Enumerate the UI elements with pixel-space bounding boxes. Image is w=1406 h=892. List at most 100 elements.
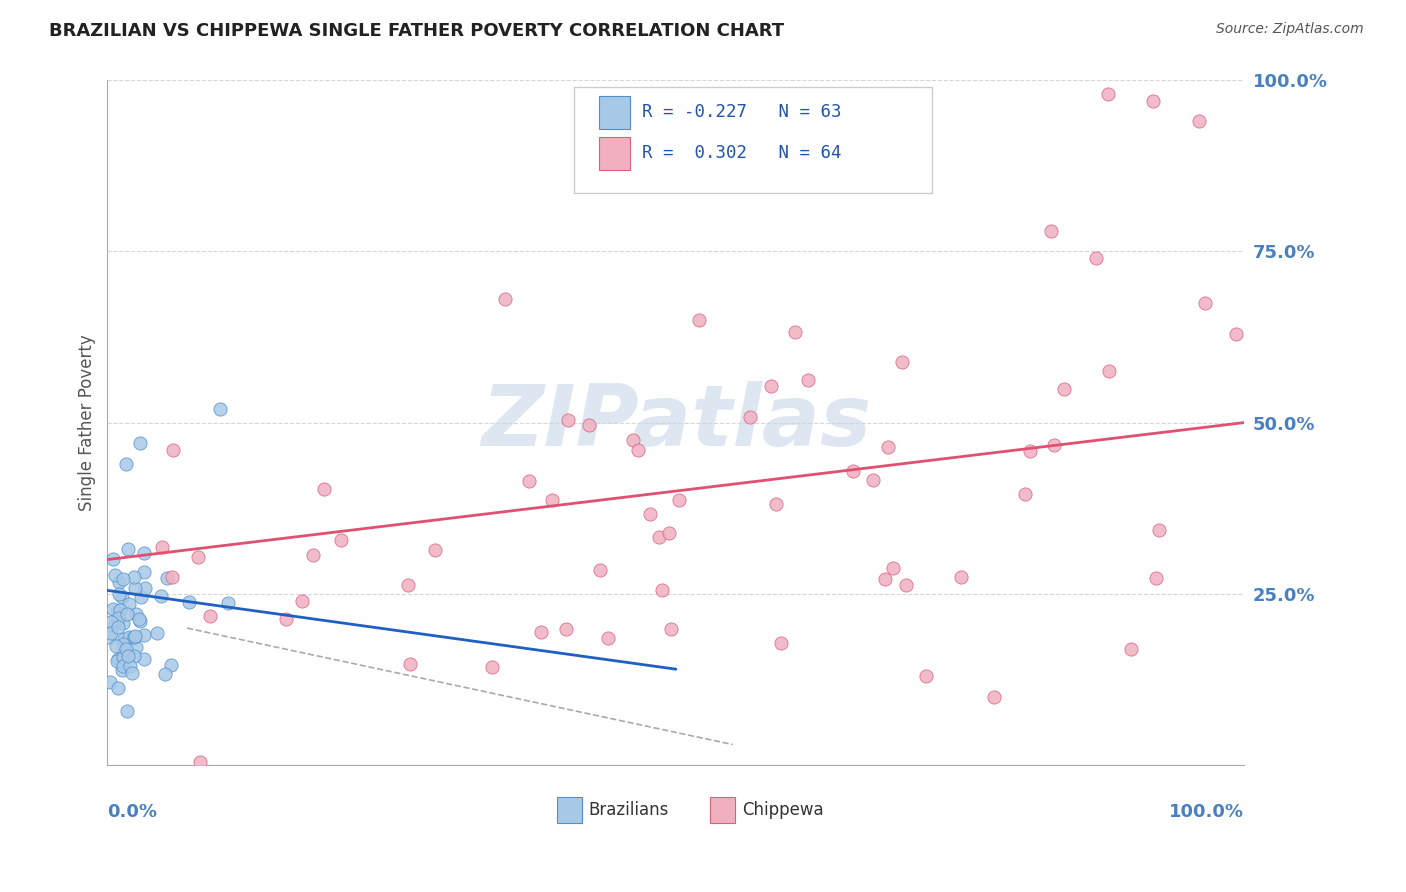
Point <box>688 312 710 326</box>
Point <box>124 570 146 584</box>
Point <box>179 594 201 608</box>
Point <box>627 443 650 458</box>
Point <box>494 292 516 306</box>
Point <box>423 543 446 558</box>
Point <box>129 436 152 450</box>
Point <box>1194 296 1216 310</box>
Point <box>1043 438 1066 452</box>
Point <box>658 526 681 541</box>
Point <box>105 605 128 619</box>
Point <box>98 630 121 644</box>
Point <box>882 561 904 575</box>
Point <box>132 566 155 580</box>
Point <box>104 617 127 632</box>
Point <box>578 417 600 432</box>
Point <box>108 587 131 601</box>
Point <box>150 540 173 554</box>
Point <box>1040 224 1063 238</box>
Point <box>589 563 612 577</box>
Point <box>124 581 146 595</box>
Point <box>105 654 128 668</box>
Point <box>1053 382 1076 396</box>
Point <box>862 473 884 487</box>
Point <box>1098 363 1121 377</box>
Point <box>1142 94 1164 108</box>
Point <box>873 572 896 586</box>
Point <box>659 623 682 637</box>
Point <box>108 574 131 589</box>
Point <box>146 626 169 640</box>
Point <box>101 602 124 616</box>
Point <box>915 669 938 683</box>
Point <box>108 603 131 617</box>
Point <box>530 625 553 640</box>
Point <box>122 630 145 644</box>
Point <box>1147 523 1170 537</box>
Point <box>111 663 134 677</box>
Point <box>117 542 139 557</box>
Point <box>155 571 177 585</box>
FancyBboxPatch shape <box>574 87 932 193</box>
Point <box>1119 641 1142 656</box>
Point <box>517 474 540 488</box>
Point <box>1018 444 1040 458</box>
Point <box>648 530 671 544</box>
Point <box>115 641 138 656</box>
Point <box>112 615 135 630</box>
Point <box>112 632 135 646</box>
Point <box>217 596 239 610</box>
Point <box>117 648 139 663</box>
Point <box>1144 571 1167 585</box>
Point <box>134 582 156 596</box>
Point <box>668 493 690 508</box>
Point <box>162 442 184 457</box>
Point <box>110 590 132 604</box>
Point <box>398 657 420 671</box>
Point <box>118 630 141 644</box>
Point <box>132 652 155 666</box>
Point <box>557 413 579 427</box>
Point <box>132 627 155 641</box>
Point <box>160 658 183 673</box>
Point <box>129 591 152 605</box>
Text: R =  0.302   N = 64: R = 0.302 N = 64 <box>641 145 841 162</box>
Point <box>274 612 297 626</box>
Point <box>118 659 141 673</box>
Point <box>1225 327 1247 342</box>
Point <box>188 756 211 770</box>
Point <box>160 570 183 584</box>
Point <box>1084 251 1107 265</box>
Point <box>481 660 503 674</box>
Point <box>111 659 134 673</box>
Point <box>118 597 141 611</box>
Point <box>100 626 122 640</box>
Point <box>122 649 145 664</box>
Point <box>291 594 314 608</box>
Point <box>125 607 148 621</box>
Y-axis label: Single Father Poverty: Single Father Poverty <box>79 334 96 511</box>
Point <box>115 704 138 718</box>
Point <box>983 690 1005 704</box>
Point <box>797 373 820 387</box>
Point <box>107 652 129 666</box>
Text: Brazilians: Brazilians <box>588 801 669 820</box>
Point <box>100 615 122 629</box>
Point <box>200 609 222 624</box>
Point <box>112 644 135 658</box>
Point <box>150 589 173 603</box>
Text: Chippewa: Chippewa <box>742 801 824 820</box>
Point <box>107 620 129 634</box>
Point <box>107 610 129 624</box>
Point <box>651 583 673 598</box>
Point <box>121 666 143 681</box>
Text: Source: ZipAtlas.com: Source: ZipAtlas.com <box>1216 22 1364 37</box>
Point <box>738 410 761 425</box>
Point <box>396 578 419 592</box>
Point <box>761 379 783 393</box>
Point <box>638 508 661 522</box>
Point <box>623 433 645 447</box>
Text: 0.0%: 0.0% <box>107 803 157 821</box>
Point <box>876 440 898 454</box>
FancyBboxPatch shape <box>557 797 582 823</box>
Point <box>950 569 973 583</box>
